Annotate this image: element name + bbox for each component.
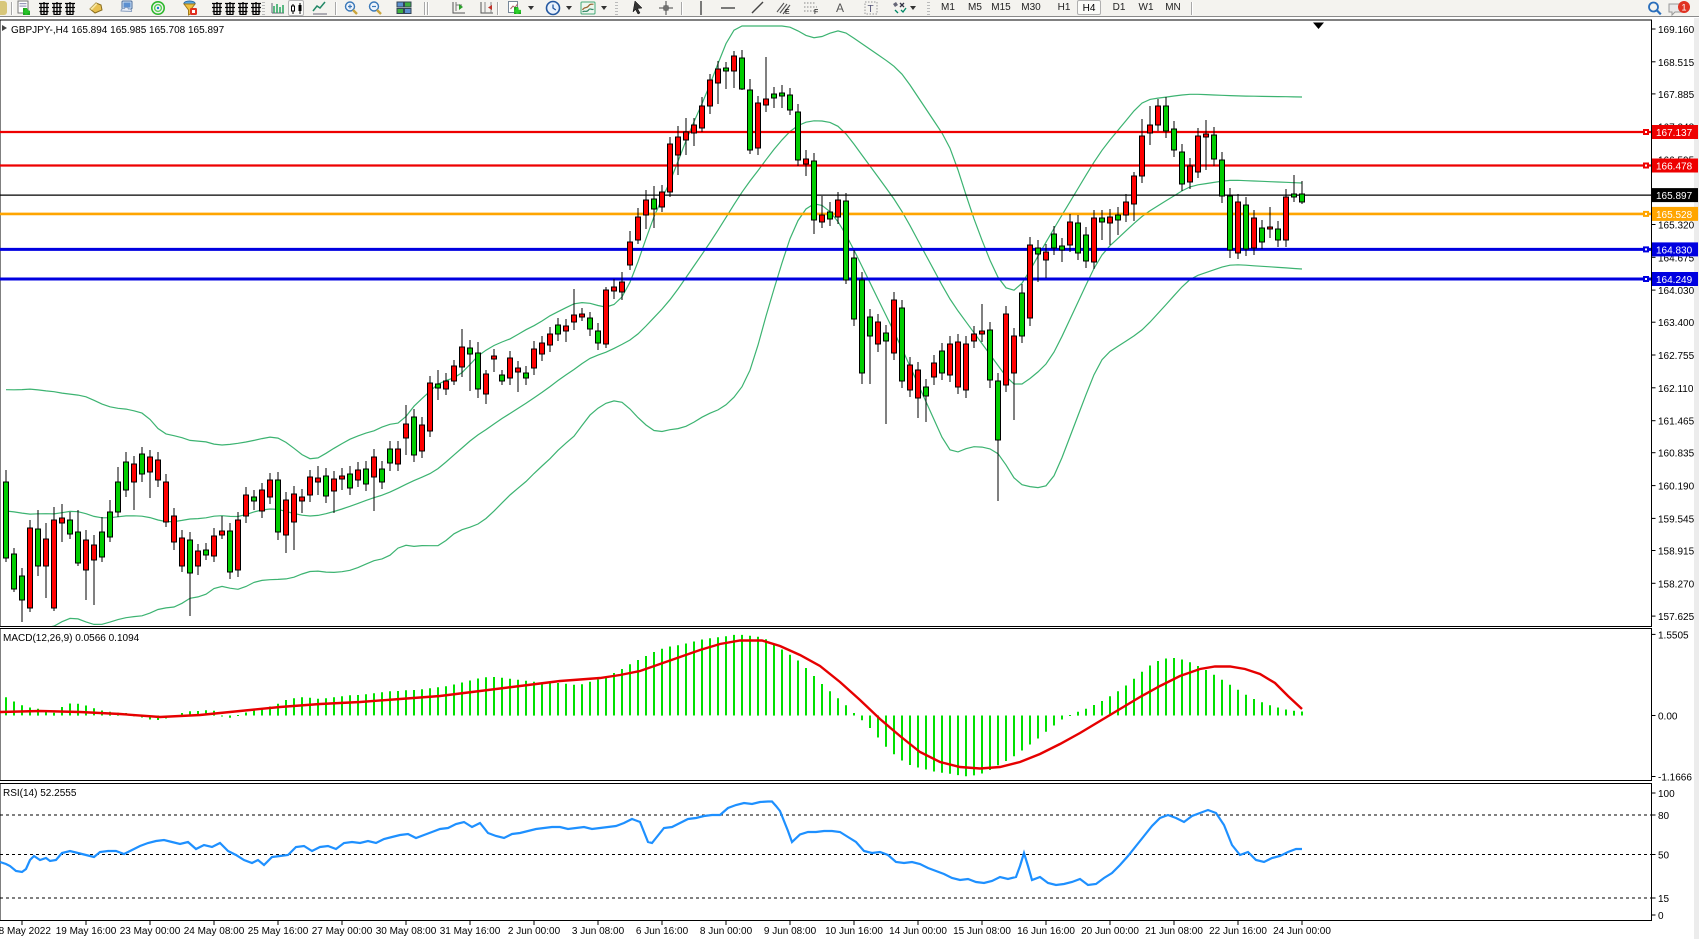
svg-text:166.478: 166.478: [1656, 162, 1693, 173]
svg-text:24 Jun 00:00: 24 Jun 00:00: [1273, 926, 1331, 937]
svg-text:14 Jun 00:00: 14 Jun 00:00: [889, 926, 947, 937]
svg-text:23 May 00:00: 23 May 00:00: [120, 926, 181, 937]
svg-text:F: F: [814, 9, 818, 16]
svg-text:24 May 08:00: 24 May 08:00: [184, 926, 245, 937]
svg-text:-1.1666: -1.1666: [1658, 773, 1692, 784]
svg-text:164.030: 164.030: [1658, 286, 1695, 297]
svg-text:1: 1: [1681, 3, 1686, 13]
svg-text:20 Jun 00:00: 20 Jun 00:00: [1081, 926, 1139, 937]
svg-text:15 Jun 08:00: 15 Jun 08:00: [953, 926, 1011, 937]
svg-text:164.830: 164.830: [1656, 245, 1693, 256]
svg-text:RSI(14) 52.2555: RSI(14) 52.2555: [3, 788, 77, 799]
svg-text:162.755: 162.755: [1658, 351, 1695, 362]
svg-text:165.897: 165.897: [1656, 191, 1693, 202]
svg-text:1.5505: 1.5505: [1658, 630, 1689, 641]
svg-text:30 May 08:00: 30 May 08:00: [376, 926, 437, 937]
svg-text:15: 15: [1658, 894, 1670, 905]
svg-text:0.00: 0.00: [1658, 712, 1678, 723]
svg-text:19 May 16:00: 19 May 16:00: [56, 926, 117, 937]
svg-text:157.625: 157.625: [1658, 612, 1695, 623]
svg-text:6 Jun 16:00: 6 Jun 16:00: [636, 926, 689, 937]
svg-text:80: 80: [1658, 811, 1670, 822]
svg-text:50: 50: [1658, 851, 1670, 862]
svg-text:31 May 16:00: 31 May 16:00: [440, 926, 501, 937]
svg-text:165.528: 165.528: [1656, 210, 1693, 221]
svg-text:21 Jun 08:00: 21 Jun 08:00: [1145, 926, 1203, 937]
svg-text:9 Jun 08:00: 9 Jun 08:00: [764, 926, 817, 937]
svg-text:10 Jun 16:00: 10 Jun 16:00: [825, 926, 883, 937]
svg-text:167.137: 167.137: [1656, 128, 1693, 139]
svg-text:100: 100: [1658, 789, 1675, 800]
svg-text:8 Jun 00:00: 8 Jun 00:00: [700, 926, 753, 937]
svg-text:2 Jun 00:00: 2 Jun 00:00: [508, 926, 561, 937]
svg-text:22 Jun 16:00: 22 Jun 16:00: [1209, 926, 1267, 937]
svg-text:160.190: 160.190: [1658, 482, 1695, 493]
svg-text:169.160: 169.160: [1658, 25, 1695, 36]
svg-text:168.515: 168.515: [1658, 58, 1695, 69]
svg-text:0: 0: [1658, 911, 1664, 922]
svg-text:A: A: [836, 1, 844, 15]
svg-text:163.400: 163.400: [1658, 318, 1695, 329]
svg-text:18 May 2022: 18 May 2022: [0, 926, 51, 937]
svg-text:159.545: 159.545: [1658, 514, 1695, 525]
svg-text:16 Jun 16:00: 16 Jun 16:00: [1017, 926, 1075, 937]
svg-text:164.249: 164.249: [1656, 275, 1693, 286]
svg-text:158.270: 158.270: [1658, 579, 1695, 590]
svg-text:T: T: [868, 4, 874, 15]
svg-text:E: E: [785, 9, 790, 16]
svg-text:MACD(12,26,9) 0.0566 0.1094: MACD(12,26,9) 0.0566 0.1094: [3, 633, 140, 644]
svg-text:158.915: 158.915: [1658, 547, 1695, 558]
svg-text:167.885: 167.885: [1658, 90, 1695, 101]
svg-text:25 May 16:00: 25 May 16:00: [248, 926, 309, 937]
svg-text:3 Jun 08:00: 3 Jun 08:00: [572, 926, 625, 937]
svg-text:165.320: 165.320: [1658, 221, 1695, 232]
svg-text:GBPJPY-,H4 165.894 165.985 16: GBPJPY-,H4 165.894 165.985 165.708 165.8…: [11, 25, 225, 36]
svg-text:160.835: 160.835: [1658, 449, 1695, 460]
svg-text:161.465: 161.465: [1658, 417, 1695, 428]
svg-text:27 May 00:00: 27 May 00:00: [312, 926, 373, 937]
svg-text:164.675: 164.675: [1658, 253, 1695, 264]
svg-text:162.110: 162.110: [1658, 384, 1694, 395]
